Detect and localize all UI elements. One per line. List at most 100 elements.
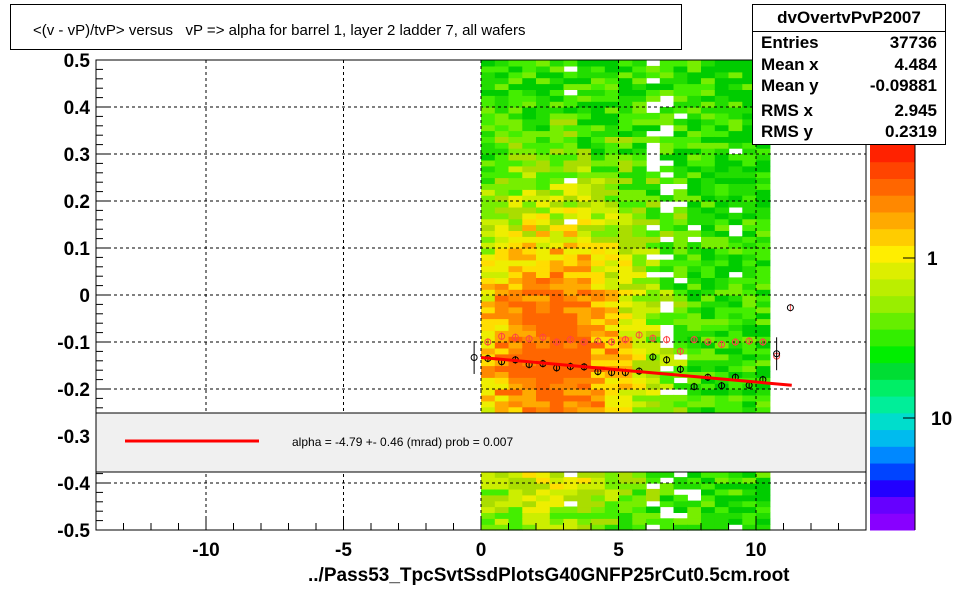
- heatmap-cell: [536, 383, 551, 390]
- heatmap-cell: [604, 118, 620, 126]
- heatmap-cell: [563, 324, 578, 331]
- heatmap-cell: [604, 377, 620, 384]
- heatmap-cell: [481, 371, 496, 378]
- heatmap-cell: [632, 318, 647, 325]
- heatmap-cell: [508, 500, 523, 508]
- heatmap-cell: [522, 218, 537, 226]
- heatmap-cell: [714, 265, 730, 273]
- heatmap-cell: [742, 171, 757, 179]
- heatmap-cell: [646, 248, 661, 255]
- heatmap-cell: [701, 394, 716, 402]
- heatmap-cell: [687, 483, 702, 490]
- heatmap-cell: [632, 524, 647, 531]
- heatmap-cell: [577, 189, 592, 196]
- heatmap-cell: [508, 394, 523, 402]
- heatmap-cell: [494, 389, 510, 396]
- heatmap-cell: [742, 142, 757, 149]
- heatmap-cell: [632, 101, 647, 108]
- heatmap-cell: [508, 230, 523, 237]
- heatmap-cell: [714, 236, 730, 243]
- heatmap-cell: [714, 365, 730, 372]
- heatmap-cell: [618, 259, 633, 267]
- heatmap-cell: [563, 95, 578, 102]
- heatmap-cell: [632, 201, 647, 208]
- heatmap-cell: [646, 471, 661, 478]
- heatmap-cell: [591, 289, 606, 296]
- heatmap-cell: [494, 500, 510, 508]
- heatmap-cell: [508, 71, 523, 79]
- heatmap-cell: [687, 60, 702, 67]
- heatmap-cell: [701, 488, 716, 496]
- heatmap-cell: [673, 518, 688, 525]
- heatmap-cell: [687, 218, 702, 226]
- heatmap-cell: [646, 283, 661, 290]
- heatmap-cell: [549, 248, 565, 255]
- heatmap-cell: [494, 518, 510, 525]
- heatmap-cell: [522, 77, 537, 85]
- heatmap-cell: [618, 60, 633, 67]
- heatmap-cell: [522, 506, 537, 513]
- heatmap-cell: [508, 318, 523, 325]
- heatmap-cell: [673, 494, 688, 502]
- heatmap-cell: [742, 165, 757, 173]
- heatmap-cell: [522, 107, 537, 114]
- heatmap-cell: [714, 283, 730, 290]
- heatmap-cell: [563, 506, 578, 513]
- heatmap-cell: [742, 154, 757, 161]
- heatmap-cell: [494, 471, 510, 478]
- heatmap-cell: [701, 177, 716, 184]
- heatmap-cell: [494, 65, 510, 73]
- heatmap-cell: [659, 248, 675, 255]
- heatmap-cell: [646, 289, 661, 296]
- heatmap-cell: [687, 389, 702, 396]
- heatmap-cell: [591, 271, 606, 278]
- heatmap-cell: [536, 218, 551, 226]
- heatmap-cell: [536, 377, 551, 384]
- heatmap-cell: [494, 154, 510, 161]
- heatmap-cell: [494, 60, 510, 67]
- heatmap-cell: [714, 95, 730, 102]
- heatmap-cell: [591, 342, 606, 349]
- heatmap-cell: [494, 253, 510, 261]
- heatmap-cell: [673, 159, 688, 167]
- heatmap-cell: [701, 494, 716, 502]
- heatmap-cell: [604, 224, 620, 231]
- heatmap-cell: [646, 347, 661, 355]
- heatmap-cell: [563, 406, 578, 414]
- heatmap-cell: [659, 242, 675, 249]
- heatmap-cell: [714, 271, 730, 278]
- heatmap-cell: [687, 148, 702, 155]
- heatmap-cell: [577, 494, 592, 502]
- heatmap-cell: [701, 353, 716, 361]
- heatmap-cell: [604, 277, 620, 284]
- heatmap-cell: [742, 195, 757, 202]
- heatmap-cell: [673, 330, 688, 337]
- heatmap-cell: [659, 400, 675, 408]
- heatmap-cell: [604, 177, 620, 184]
- heatmap-cell: [522, 389, 537, 396]
- heatmap-cell: [536, 236, 551, 243]
- heatmap-cell: [742, 130, 757, 137]
- heatmap-cell: [577, 118, 592, 126]
- heatmap-cell: [687, 347, 702, 355]
- heatmap-cell: [536, 371, 551, 378]
- heatmap-cell: [756, 189, 771, 196]
- heatmap-cell: [604, 283, 620, 290]
- heatmap-cell: [494, 377, 510, 384]
- heatmap-cell: [632, 506, 647, 513]
- heatmap-cell: [522, 154, 537, 161]
- heatmap-cell: [604, 112, 620, 120]
- heatmap-cell: [756, 154, 771, 161]
- heatmap-cell: [618, 148, 633, 155]
- heatmap-cell: [494, 201, 510, 208]
- heatmap-cell: [508, 518, 523, 525]
- heatmap-cell: [742, 212, 757, 220]
- heatmap-cell: [756, 171, 771, 179]
- heatmap-cell: [701, 289, 716, 296]
- heatmap-cell: [728, 95, 743, 102]
- heatmap-cell: [646, 259, 661, 267]
- heatmap-cell: [687, 165, 702, 173]
- heatmap-cell: [632, 300, 647, 308]
- heatmap-cell: [701, 159, 716, 167]
- legend-text: alpha = -4.79 +- 0.46 (mrad) prob = 0.00…: [292, 435, 513, 449]
